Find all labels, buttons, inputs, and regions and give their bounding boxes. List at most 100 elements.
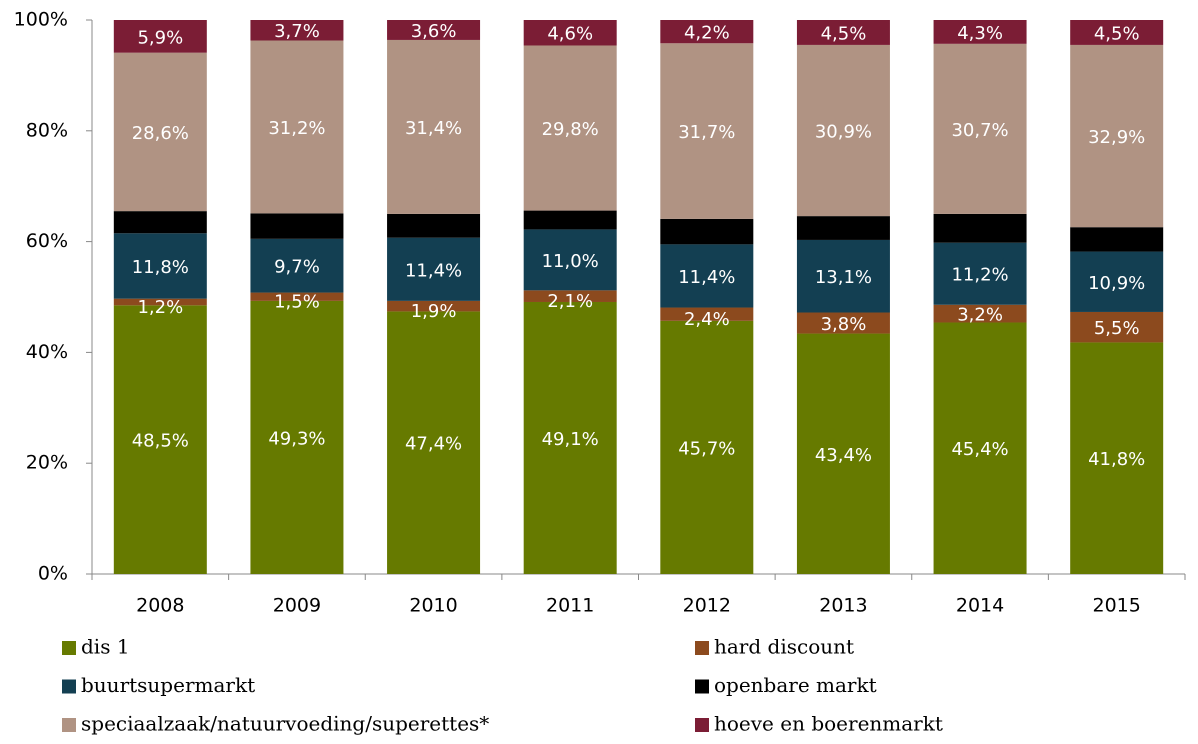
x-tick-label: 2011: [546, 595, 594, 617]
value-label: 49,1%: [542, 429, 599, 450]
bar-segment: [250, 20, 344, 41]
value-label: 4,2%: [684, 23, 730, 44]
y-tick-label: 80%: [26, 119, 68, 141]
value-label: 4,5%: [1094, 23, 1140, 44]
value-label: 5,9%: [137, 27, 183, 48]
x-tick-label: 2014: [956, 595, 1004, 617]
bar-segment: [1070, 251, 1164, 312]
value-label: 4,5%: [821, 23, 867, 44]
bar-segment: [523, 20, 617, 46]
legend-label: speciaalzaak/natuurvoeding/superettes*: [81, 712, 489, 736]
bar-segment: [523, 229, 617, 291]
value-label: 1,5%: [274, 292, 320, 313]
value-label: 3,7%: [274, 21, 320, 42]
value-label: 13,1%: [815, 267, 872, 288]
legend-swatch: [62, 679, 76, 694]
value-label: 3,6%: [411, 21, 457, 42]
bar-segment: [660, 218, 754, 245]
value-label: 43,4%: [815, 445, 872, 466]
bar-segment: [387, 20, 481, 40]
bar-segment: [796, 44, 890, 217]
bar-segment: [1070, 20, 1164, 45]
bar-segment: [113, 298, 207, 306]
bar-segment: [660, 43, 754, 219]
value-label: 30,7%: [951, 120, 1008, 141]
bar-segment: [387, 300, 481, 312]
bar-segment: [250, 300, 344, 574]
bar-segment: [1070, 342, 1164, 574]
value-label: 45,7%: [678, 438, 735, 459]
y-tick-label: 100%: [14, 9, 68, 31]
bar-segment: [523, 210, 617, 230]
bar-segment: [796, 239, 890, 313]
value-label: 3,8%: [821, 314, 867, 335]
bar-segment: [933, 43, 1027, 214]
x-tick-label: 2013: [819, 595, 867, 617]
value-label: 11,0%: [542, 251, 599, 272]
bar-segment: [113, 211, 207, 234]
bar-segment: [387, 237, 481, 301]
bar-segment: [523, 290, 617, 302]
value-label: 48,5%: [132, 431, 189, 452]
value-label: 10,9%: [1088, 273, 1145, 294]
bar-segment: [796, 216, 890, 240]
bar-segment: [933, 213, 1027, 243]
value-label: 2,1%: [547, 291, 593, 312]
bar-segment: [1070, 227, 1164, 252]
value-label: 30,9%: [815, 122, 872, 143]
y-tick-label: 0%: [38, 563, 68, 585]
legend-swatch: [62, 641, 76, 655]
value-label: 31,4%: [405, 118, 462, 139]
value-label: 31,7%: [678, 122, 735, 143]
bar-segment: [796, 333, 890, 574]
value-label: 11,8%: [132, 257, 189, 278]
bar-segment: [113, 20, 207, 53]
value-label: 45,4%: [951, 439, 1008, 460]
value-label: 49,3%: [268, 428, 325, 449]
bar-segment: [933, 242, 1027, 305]
legend-label: hard discount: [714, 635, 854, 659]
bar-segment: [387, 311, 481, 574]
value-label: 9,7%: [274, 257, 320, 278]
value-label: 41,8%: [1088, 449, 1145, 470]
value-label: 11,4%: [405, 260, 462, 281]
bar-segment: [113, 52, 207, 212]
value-label: 4,6%: [547, 24, 593, 45]
legend-label: buurtsupermarkt: [81, 673, 255, 697]
value-label: 32,9%: [1088, 127, 1145, 148]
value-label: 11,2%: [951, 265, 1008, 286]
x-tick-label: 2008: [136, 595, 184, 617]
value-label: 28,6%: [132, 123, 189, 144]
value-label: 5,5%: [1094, 318, 1140, 339]
bar-segment: [796, 312, 890, 334]
y-tick-label: 20%: [26, 452, 68, 474]
y-tick-label: 60%: [26, 230, 68, 252]
value-label: 4,3%: [957, 23, 1003, 44]
value-label: 1,2%: [137, 297, 183, 318]
legend-swatch: [695, 641, 709, 655]
bar-segment: [250, 292, 344, 301]
bar-segment: [250, 213, 344, 239]
bar-segment: [660, 307, 754, 321]
value-label: 47,4%: [405, 434, 462, 455]
value-label: 2,4%: [684, 309, 730, 330]
bar-segment: [933, 322, 1027, 574]
bar-segment: [387, 213, 481, 238]
legend-swatch: [62, 718, 76, 732]
y-tick-label: 40%: [26, 341, 68, 363]
x-tick-label: 2009: [273, 595, 321, 617]
bar-segment: [523, 45, 617, 211]
value-label: 29,8%: [542, 119, 599, 140]
bar-segment: [1070, 311, 1164, 343]
legend-label: dis 1: [81, 635, 130, 659]
bar-segment: [250, 40, 344, 214]
value-label: 1,9%: [411, 301, 457, 322]
x-tick-label: 2010: [409, 595, 457, 617]
bar-segment: [113, 305, 207, 574]
bar-segment: [660, 20, 754, 44]
bar-segment: [660, 244, 754, 308]
bar-segment: [933, 20, 1027, 44]
legend-label: openbare markt: [714, 673, 877, 697]
